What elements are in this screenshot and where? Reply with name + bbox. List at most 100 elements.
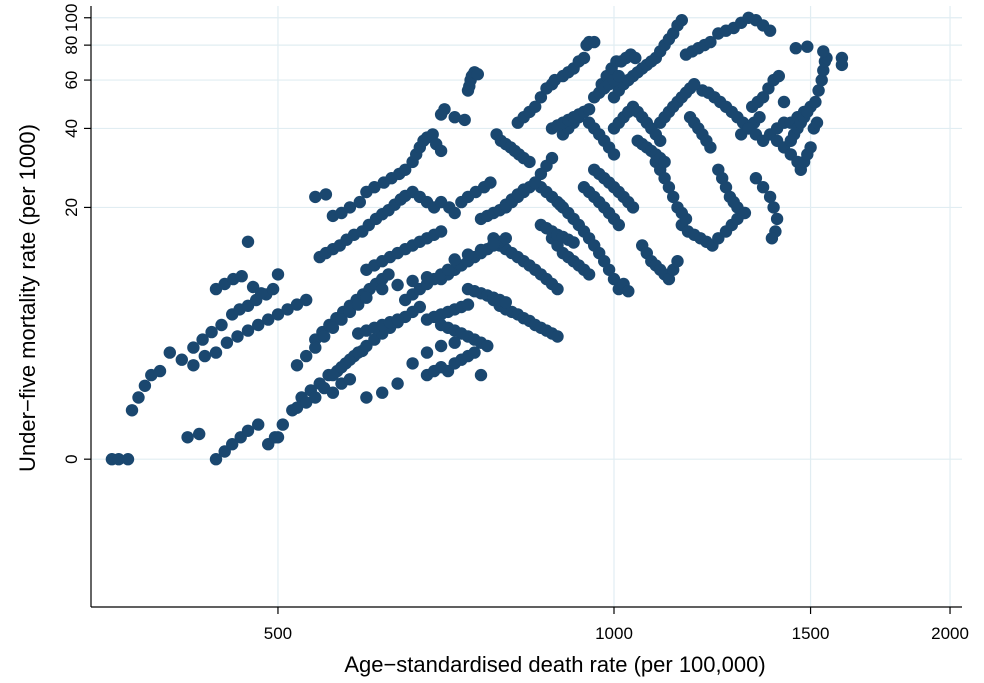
data-point [215,318,228,332]
data-point [448,206,461,220]
data-point [300,396,313,409]
data-point [588,35,601,49]
data-point [271,308,285,321]
data-point [468,346,481,359]
data-point [474,368,488,382]
data-point [688,78,701,91]
data-point [458,113,471,127]
data-point [266,282,280,296]
data-point [554,198,567,211]
data-point [662,272,676,286]
data-point [262,313,275,326]
data-point [241,324,255,337]
data-point [667,190,680,204]
data-point [658,155,671,169]
data-point [376,282,389,296]
data-point [290,298,304,311]
x-tick-label: 1500 [792,624,830,643]
y-tick-label: 40 [62,119,81,138]
data-point [318,330,331,343]
data-point [499,232,512,245]
data-point [193,427,206,441]
data-point [629,51,642,65]
data-point [413,300,426,314]
data-point [749,172,763,185]
data-point [335,313,348,326]
data-point [545,151,559,165]
data-point [209,346,223,359]
data-point [763,24,777,37]
data-point [271,268,285,281]
data-point [252,418,265,431]
data-point [112,453,125,466]
y-tick-label: 20 [62,198,81,217]
y-tick-label: 100 [62,4,81,32]
data-point [523,155,536,169]
axes [90,6,962,608]
data-point [187,359,200,372]
data-point [719,181,733,194]
data-point [352,298,365,311]
data-point [406,274,419,288]
data-point [426,128,439,141]
data-point [255,287,268,300]
data-point [226,438,239,451]
data-point [765,232,779,245]
data-point [434,225,448,238]
data-point [252,318,265,332]
data-point [209,453,223,466]
data-point [801,40,814,53]
data-point [517,183,530,196]
data-point [704,35,717,49]
data-point [241,424,255,437]
data-point [271,431,285,444]
data-point [153,364,167,378]
data-point [529,100,542,114]
data-point [817,45,830,58]
data-point [484,176,497,189]
x-axis-ticks: 500 1000 1500 2000 [264,607,969,643]
data-point [809,95,822,109]
data-point [343,373,357,386]
data-point [319,188,333,201]
y-tick-label: 0 [62,454,81,463]
data-point [675,14,688,27]
data-point [360,391,373,404]
data-point [420,271,434,284]
data-point [399,163,412,176]
data-point [132,391,145,404]
data-point [448,253,461,266]
data-point [582,103,596,116]
data-point [163,346,176,359]
data-point [434,339,448,353]
data-point [326,368,340,382]
data-point [406,357,419,370]
data-point [241,235,255,248]
data-point [577,51,591,65]
data-point [622,285,635,298]
data-point [335,361,348,374]
data-point [187,341,200,354]
data-point [326,321,340,334]
data-point [376,386,389,399]
data-point [290,359,304,372]
data-point [770,212,784,226]
data-point [801,105,814,119]
data-point [534,91,548,104]
data-point [281,303,294,316]
data-point [220,336,234,349]
y-tick-label: 60 [62,71,81,90]
data-point [391,377,404,390]
data-point [276,418,289,431]
data-point [753,111,766,124]
data-point [326,386,340,399]
y-axis-ticks: 0 20 40 60 80 100 [62,4,91,464]
data-point [434,144,448,158]
data-point [353,195,366,209]
data-point [671,255,684,268]
data-points [105,11,849,466]
data-point [804,141,817,154]
data-point [815,73,828,87]
